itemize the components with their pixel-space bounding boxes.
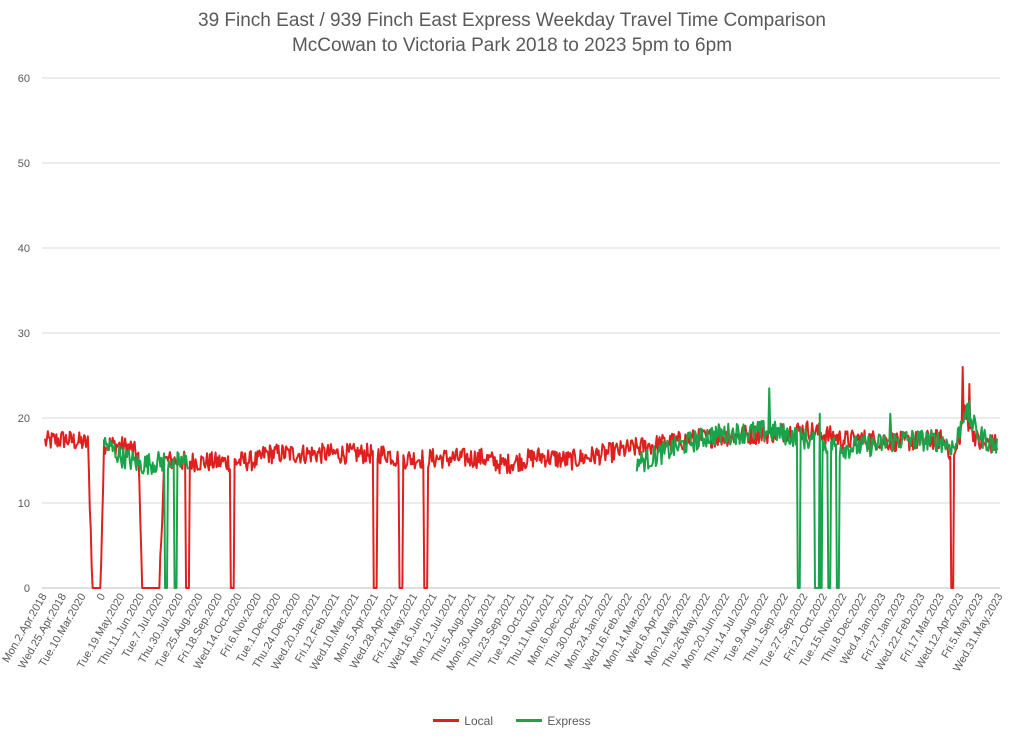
y-tick-label: 0 — [24, 583, 30, 595]
series-line-express — [103, 387, 998, 589]
series-local — [44, 366, 998, 589]
chart-title: 39 Finch East / 939 Finch East Express W… — [0, 8, 1024, 58]
legend-label-express: Express — [547, 713, 591, 728]
y-tick-label: 10 — [18, 498, 30, 510]
legend-swatch-local — [433, 719, 460, 722]
series-line-local — [44, 366, 998, 589]
series-lines — [44, 366, 998, 589]
legend-label-local: Local — [464, 713, 493, 728]
y-tick-label: 30 — [18, 328, 30, 340]
y-tick-label: 50 — [18, 158, 30, 170]
chart-title-line-1: 39 Finch East / 939 Finch East Express W… — [198, 10, 826, 31]
legend-swatch-express — [516, 719, 543, 722]
y-tick-label: 40 — [18, 243, 30, 255]
legend-item-local: Local — [433, 714, 493, 728]
legend: Local Express — [0, 711, 1024, 728]
y-tick-label: 20 — [18, 413, 30, 425]
y-tick-label: 60 — [18, 73, 30, 85]
legend-item-express: Express — [516, 713, 591, 728]
series-express — [103, 387, 998, 589]
y-axis-ticks: 0 10 20 30 40 50 60 — [18, 73, 30, 595]
x-tick-label: 0 — [95, 592, 108, 603]
x-axis-ticks: Mon.2.Apr.2018Wed.25.Apr.2018Tue.10.Mar.… — [0, 592, 1005, 674]
chart-title-line-2: McCowan to Victoria Park 2018 to 2023 5p… — [291, 35, 733, 56]
